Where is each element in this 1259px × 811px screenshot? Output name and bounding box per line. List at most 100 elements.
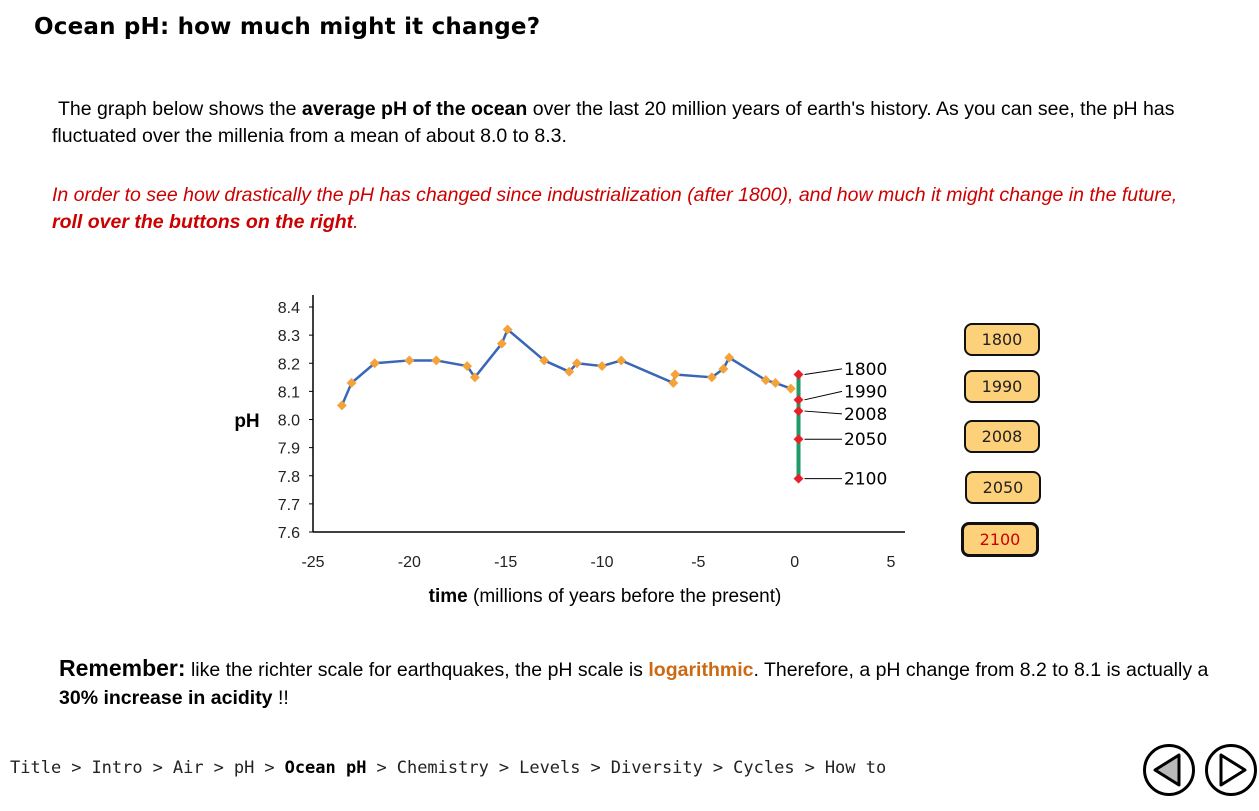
ph-data-point: [706, 372, 717, 383]
instruction-paragraph: In order to see how drastically the pH h…: [52, 182, 1202, 236]
year-button-2008[interactable]: 2008: [964, 420, 1040, 453]
x-tick-label: -10: [590, 554, 613, 571]
ph-data-point: [469, 372, 480, 383]
y-tick-label: 8.0: [278, 413, 300, 430]
y-axis-label: pH: [234, 411, 259, 432]
future-year-label: 1800: [844, 360, 887, 380]
y-tick-label: 8.2: [278, 356, 300, 373]
ph-data-point: [369, 358, 380, 369]
remember-label: Remember:: [59, 655, 186, 681]
x-tick-label: -5: [691, 554, 705, 571]
future-label-leader: [804, 368, 843, 375]
y-tick-label: 8.3: [278, 328, 300, 345]
y-tick-label: 7.7: [278, 497, 300, 514]
breadcrumb-separator: >: [712, 758, 724, 778]
ph-data-point: [760, 375, 771, 386]
ph-data-point: [336, 400, 347, 411]
y-tick-label: 7.8: [278, 469, 300, 486]
y-tick-label: 8.4: [278, 300, 300, 317]
breadcrumb-separator: >: [71, 758, 82, 778]
ph-data-point: [616, 355, 627, 366]
remember-note: Remember: like the richter scale for ear…: [59, 654, 1209, 712]
ph-data-point: [668, 377, 679, 388]
nav-item-title[interactable]: Title: [10, 758, 62, 778]
ph-data-point: [597, 361, 607, 372]
future-data-point: [793, 434, 804, 445]
x-tick-label: -25: [301, 554, 324, 571]
ph-data-point: [670, 369, 681, 380]
ph-data-point: [718, 363, 729, 374]
x-tick-label: 0: [790, 554, 799, 571]
ph-data-point: [572, 358, 582, 369]
y-tick-label: 8.1: [278, 384, 300, 401]
forward-button[interactable]: [1205, 744, 1257, 796]
future-label-leader: [804, 410, 843, 415]
ph-data-point: [785, 383, 796, 394]
breadcrumb: Title > Intro > Air > pH > Ocean pH > Chemistry > Le…: [10, 758, 886, 778]
logarithmic-highlight: logarithmic: [648, 659, 754, 681]
year-button-1990[interactable]: 1990: [964, 370, 1040, 403]
breadcrumb-separator: >: [152, 758, 163, 778]
nav-item-how-to[interactable]: How to: [824, 758, 887, 778]
breadcrumb-separator: >: [213, 758, 224, 778]
future-data-point: [793, 369, 804, 380]
instruction-text-2: .: [353, 211, 359, 233]
nav-item-intro[interactable]: Intro: [91, 758, 143, 778]
x-axis-label: time (millions of years before the prese…: [429, 586, 782, 607]
x-tick-label: 5: [887, 554, 896, 571]
ph-data-point: [502, 324, 513, 335]
instruction-text-1: In order to see how drastically the pH h…: [52, 184, 1178, 206]
nav-item-diversity[interactable]: Diversity: [610, 758, 703, 778]
remember-text-2: . Therefore, a pH change from 8.2 to 8.1…: [753, 659, 1209, 681]
future-year-label: 1990: [844, 382, 887, 402]
nav-item-cycles[interactable]: Cycles: [733, 758, 795, 778]
ph-data-point: [496, 338, 507, 349]
nav-item-chemistry[interactable]: Chemistry: [396, 758, 489, 778]
intro-bold: average pH of the ocean: [301, 98, 528, 120]
remember-text-1: like the richter scale for earthquakes, …: [185, 659, 649, 681]
x-tick-label: -20: [398, 554, 421, 571]
nav-item-air[interactable]: Air: [172, 758, 204, 778]
ph-data-point: [770, 377, 781, 388]
instruction-bold: roll over the buttons on the right: [52, 211, 354, 233]
back-button[interactable]: [1143, 744, 1195, 796]
intro-text-1: The graph below shows the: [58, 98, 302, 120]
y-tick-label: 7.9: [278, 441, 300, 458]
breadcrumb-separator: >: [590, 758, 601, 778]
page-title: Ocean pH: how much might it change?: [34, 14, 541, 40]
ph-data-point: [724, 352, 735, 363]
year-button-1800[interactable]: 1800: [964, 323, 1040, 356]
future-label-leader: [804, 390, 843, 401]
triangle-right-icon: [1219, 753, 1247, 787]
ph-data-point: [564, 366, 575, 377]
year-button-2050[interactable]: 2050: [965, 471, 1041, 504]
ph-data-point: [462, 361, 473, 372]
remember-text-3: !!: [272, 687, 289, 709]
future-data-point: [793, 473, 804, 484]
future-data-point: [793, 394, 804, 405]
future-year-label: 2050: [844, 430, 887, 450]
ph-data-point: [346, 377, 357, 388]
nav-item-ph[interactable]: pH: [233, 758, 255, 778]
ph-series-line: [340, 328, 792, 406]
nav-item-ocean-ph[interactable]: Ocean pH: [284, 758, 367, 778]
x-tick-label: -15: [494, 554, 517, 571]
breadcrumb-separator: >: [376, 758, 387, 778]
nav-item-levels[interactable]: Levels: [519, 758, 581, 778]
breadcrumb-separator: >: [498, 758, 510, 778]
breadcrumb-separator: >: [264, 758, 275, 778]
intro-text-2: over the last 20 million years of earth'…: [52, 98, 1175, 147]
acidity-highlight: 30% increase in acidity: [59, 687, 273, 709]
y-tick-label: 7.6: [278, 525, 300, 542]
ph-data-point: [404, 355, 415, 366]
future-year-label: 2100: [844, 470, 887, 490]
triangle-left-icon: [1153, 753, 1181, 787]
year-button-2100[interactable]: 2100: [961, 522, 1039, 557]
breadcrumb-separator: >: [804, 758, 815, 778]
intro-paragraph: The graph below shows the average pH of …: [52, 96, 1202, 150]
ph-data-point: [431, 355, 442, 366]
future-year-label: 2008: [844, 405, 887, 425]
future-data-point: [793, 406, 804, 417]
ph-data-point: [539, 355, 550, 366]
